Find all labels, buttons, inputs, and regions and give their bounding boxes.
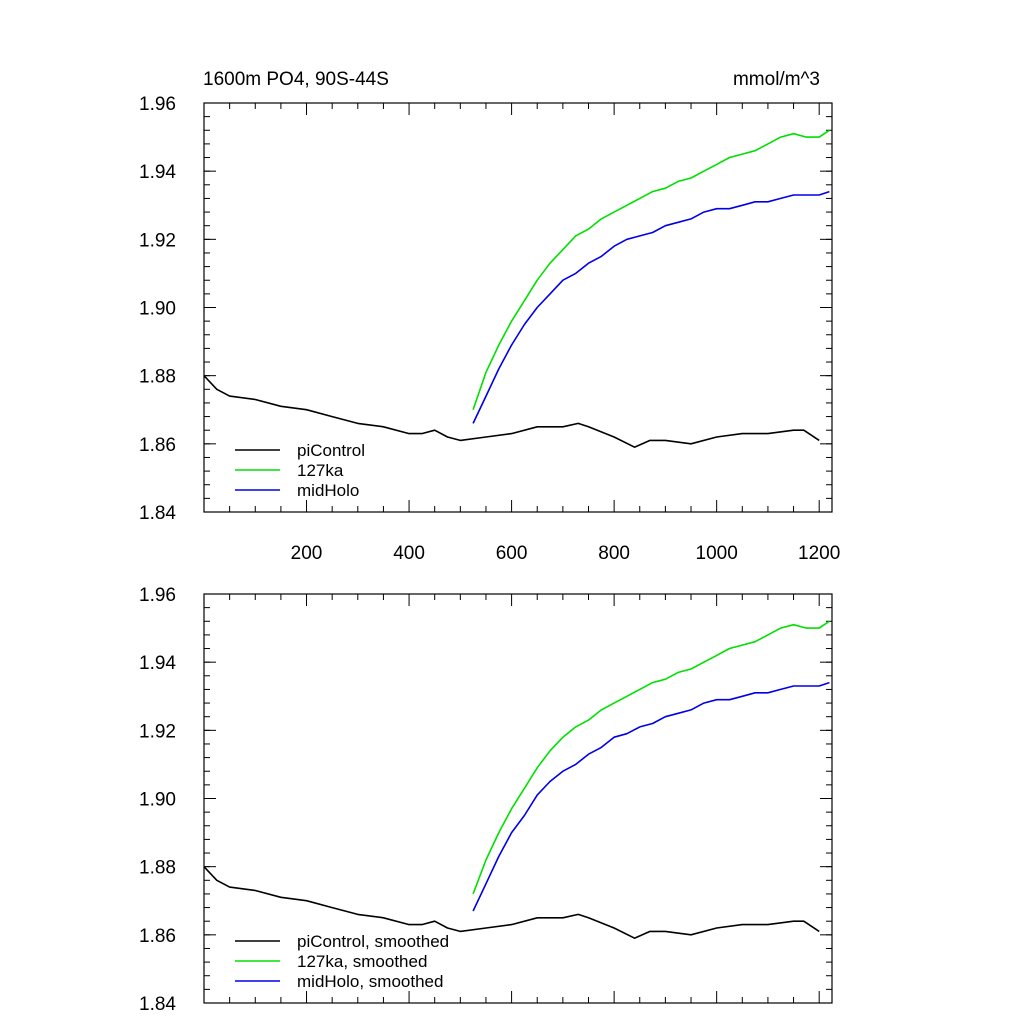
legend-label: midHolo, smoothed xyxy=(297,972,443,991)
bottom-panel: 1.84 1.86 1.88 1.90 1.92 1.94 1.96 piControl, s… xyxy=(139,585,833,1015)
legend-label: piControl xyxy=(297,441,365,460)
y-tick-label: 1.96 xyxy=(139,585,176,606)
series-line-picontrol xyxy=(203,866,820,940)
series-line-127ka xyxy=(472,129,830,410)
y-tick-label: 1.90 xyxy=(139,790,176,811)
series-line-midholo xyxy=(472,681,830,912)
chart-title: 1600m PO4, 90S-44S xyxy=(203,69,389,90)
legend-label: 127ka xyxy=(297,461,344,480)
y-tick-label: 1.86 xyxy=(139,435,176,456)
y-tick-label: 1.84 xyxy=(139,994,176,1015)
y-tick-label: 1.92 xyxy=(139,230,176,251)
y-tick-label: 1.94 xyxy=(139,162,176,183)
y-tick-label: 1.92 xyxy=(139,721,176,742)
x-tick-label: 1000 xyxy=(696,543,738,564)
y-tick-label: 1.90 xyxy=(139,299,176,320)
x-tick-label: 1200 xyxy=(798,543,840,564)
x-tick-label: 400 xyxy=(393,543,425,564)
top-panel: 1.84 1.86 1.88 1.90 1.92 1.94 1.96 200 400 600 800… xyxy=(139,94,840,564)
y-tick-label: 1.86 xyxy=(139,926,176,947)
y-tick-label: 1.94 xyxy=(139,653,176,674)
y-tick-label: 1.84 xyxy=(139,503,176,524)
x-tick-label: 800 xyxy=(598,543,630,564)
x-tick-label: 200 xyxy=(291,543,323,564)
legend-label: 127ka, smoothed xyxy=(297,952,427,971)
series-line-127ka xyxy=(472,620,830,895)
x-tick-label: 600 xyxy=(496,543,528,564)
y-tick-label: 1.88 xyxy=(139,367,176,388)
y-tick-label: 1.88 xyxy=(139,858,176,879)
series-line-midholo xyxy=(472,190,830,424)
series-line-picontrol xyxy=(203,375,820,449)
y-tick-label: 1.96 xyxy=(139,94,176,115)
units-label: mmol/m^3 xyxy=(733,69,820,90)
legend-label: midHolo xyxy=(297,481,359,500)
legend-label: piControl, smoothed xyxy=(297,932,449,951)
